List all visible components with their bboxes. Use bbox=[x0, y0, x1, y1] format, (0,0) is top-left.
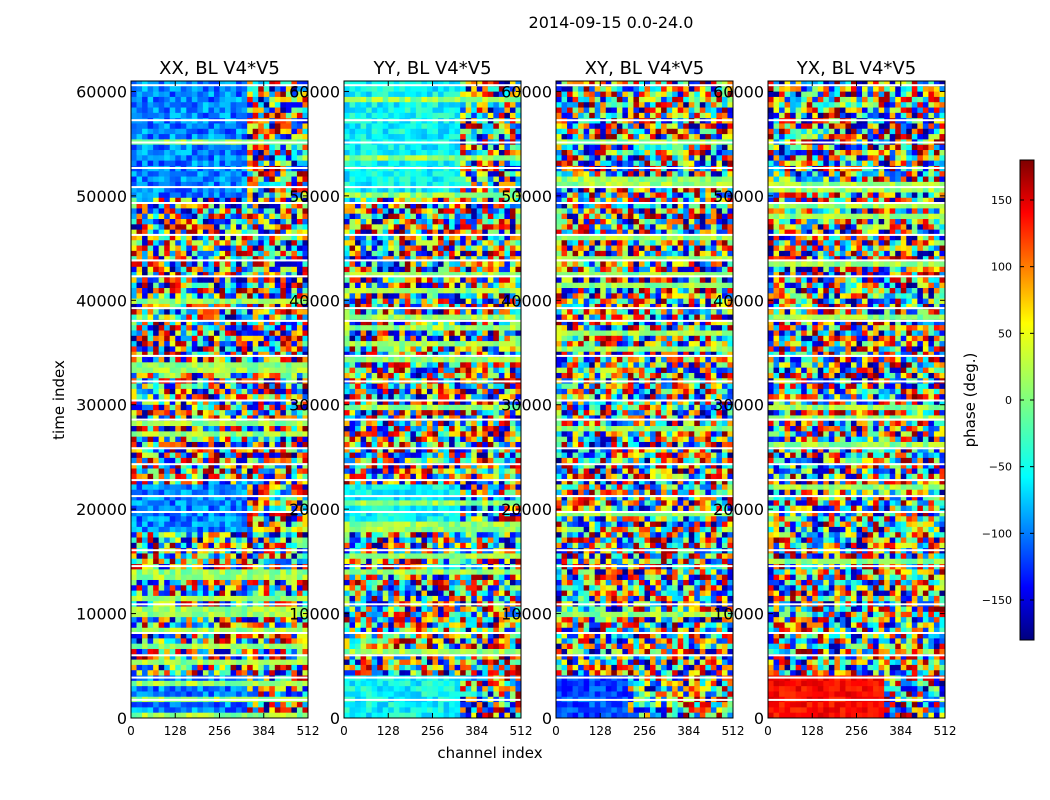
colorbar-tick-label: −150 bbox=[982, 594, 1012, 607]
panel-0-ytick-label: 0 bbox=[117, 709, 127, 728]
panels-group: XX, BL V4*V5 0 128 256 384 512 0 10000 20000 3000… bbox=[76, 58, 956, 738]
panel-1-ytick-label: 20000 bbox=[289, 500, 340, 519]
panel-2-xtick-label: 0 bbox=[552, 724, 560, 738]
panel-2-title: XY, BL V4*V5 bbox=[585, 58, 704, 79]
colorbar-tick-label: 100 bbox=[991, 261, 1012, 274]
x-axis-label: channel index bbox=[437, 744, 542, 762]
panel-1: YY, BL V4*V5 0 128 256 384 512 0 10000 20000 3000… bbox=[289, 58, 532, 738]
panel-3-ytick-label: 40000 bbox=[713, 291, 764, 310]
panel-0-xtick-label: 256 bbox=[208, 724, 231, 738]
panel-2-heatmap bbox=[556, 81, 734, 719]
panel-3-xtick-label: 256 bbox=[845, 724, 868, 738]
panel-0-ytick-label: 20000 bbox=[76, 500, 127, 519]
panel-1-xtick-label: 128 bbox=[377, 724, 400, 738]
panel-2-ytick-label: 50000 bbox=[501, 187, 552, 206]
panel-3-ytick-label: 20000 bbox=[713, 500, 764, 519]
colorbar-label: phase (deg.) bbox=[961, 353, 979, 448]
panel-1-ytick-label: 40000 bbox=[289, 291, 340, 310]
panel-2-ytick-label: 60000 bbox=[501, 82, 552, 101]
panel-2-ytick-label: 0 bbox=[542, 709, 552, 728]
panel-0-ytick-label: 10000 bbox=[76, 605, 127, 624]
panel-0-xtick-label: 512 bbox=[297, 724, 320, 738]
panel-1-ytick-label: 0 bbox=[330, 709, 340, 728]
panel-3-ytick-label: 30000 bbox=[713, 396, 764, 415]
panel-1-xtick-label: 384 bbox=[465, 724, 488, 738]
panel-0: XX, BL V4*V5 0 128 256 384 512 0 10000 20000 3000… bbox=[76, 58, 319, 738]
panel-0-ytick-label: 40000 bbox=[76, 291, 127, 310]
y-axis-label: time index bbox=[50, 360, 68, 440]
panel-1-ytick-label: 50000 bbox=[289, 187, 340, 206]
colorbar-tick-label: −50 bbox=[989, 461, 1012, 474]
colorbar-ticks: −150 −100 −50 0 50 100 150 bbox=[982, 194, 1034, 607]
panel-2-ytick-label: 10000 bbox=[501, 605, 552, 624]
panel-1-xtick-label: 256 bbox=[421, 724, 444, 738]
panel-3: YX, BL V4*V5 0 128 256 384 512 0 10000 20000 3000… bbox=[713, 58, 956, 738]
panel-2-ytick-label: 30000 bbox=[501, 396, 552, 415]
panel-0-title: XX, BL V4*V5 bbox=[159, 58, 280, 79]
panel-0-heatmap bbox=[131, 81, 309, 719]
panel-3-heatmap bbox=[768, 81, 946, 719]
panel-3-xtick-label: 128 bbox=[801, 724, 824, 738]
chart-title: 2014-09-15 0.0-24.0 bbox=[529, 13, 694, 32]
panel-2-xtick-label: 512 bbox=[722, 724, 745, 738]
panel-1-ytick-label: 30000 bbox=[289, 396, 340, 415]
panel-1-xtick-label: 0 bbox=[340, 724, 348, 738]
panel-0-xtick-label: 0 bbox=[127, 724, 135, 738]
colorbar-tick-label: 0 bbox=[1005, 394, 1012, 407]
panel-3-title: YX, BL V4*V5 bbox=[796, 58, 916, 79]
panel-3-ytick-label: 10000 bbox=[713, 605, 764, 624]
panel-0-ytick-label: 50000 bbox=[76, 187, 127, 206]
panel-1-heatmap bbox=[344, 81, 522, 719]
panel-3-ytick-label: 60000 bbox=[713, 82, 764, 101]
panel-1-ytick-label: 60000 bbox=[289, 82, 340, 101]
panel-2-xtick-label: 256 bbox=[633, 724, 656, 738]
panel-0-ytick-label: 30000 bbox=[76, 396, 127, 415]
panel-0-xtick-label: 384 bbox=[252, 724, 275, 738]
colorbar-tick-label: −100 bbox=[982, 527, 1012, 540]
panel-3-ytick-label: 50000 bbox=[713, 187, 764, 206]
colorbar-tick-label: 50 bbox=[998, 327, 1012, 340]
panel-0-ytick-label: 60000 bbox=[76, 82, 127, 101]
panel-3-ytick-label: 0 bbox=[754, 709, 764, 728]
panel-2-xtick-label: 384 bbox=[677, 724, 700, 738]
panel-1-xtick-label: 512 bbox=[510, 724, 533, 738]
panel-2-ytick-label: 20000 bbox=[501, 500, 552, 519]
panel-0-xtick-label: 128 bbox=[164, 724, 187, 738]
panel-2: XY, BL V4*V5 0 128 256 384 512 0 10000 20000 3000… bbox=[501, 58, 744, 738]
panel-3-xtick-label: 384 bbox=[889, 724, 912, 738]
panel-1-ytick-label: 10000 bbox=[289, 605, 340, 624]
panel-3-xtick-label: 512 bbox=[934, 724, 957, 738]
panel-3-xtick-label: 0 bbox=[764, 724, 772, 738]
colorbar: −150 −100 −50 0 50 100 150 phase (deg.) bbox=[961, 159, 1035, 641]
panel-1-title: YY, BL V4*V5 bbox=[372, 58, 491, 79]
colorbar-tick-label: 150 bbox=[991, 194, 1012, 207]
panel-2-xtick-label: 128 bbox=[589, 724, 612, 738]
panel-2-ytick-label: 40000 bbox=[501, 291, 552, 310]
